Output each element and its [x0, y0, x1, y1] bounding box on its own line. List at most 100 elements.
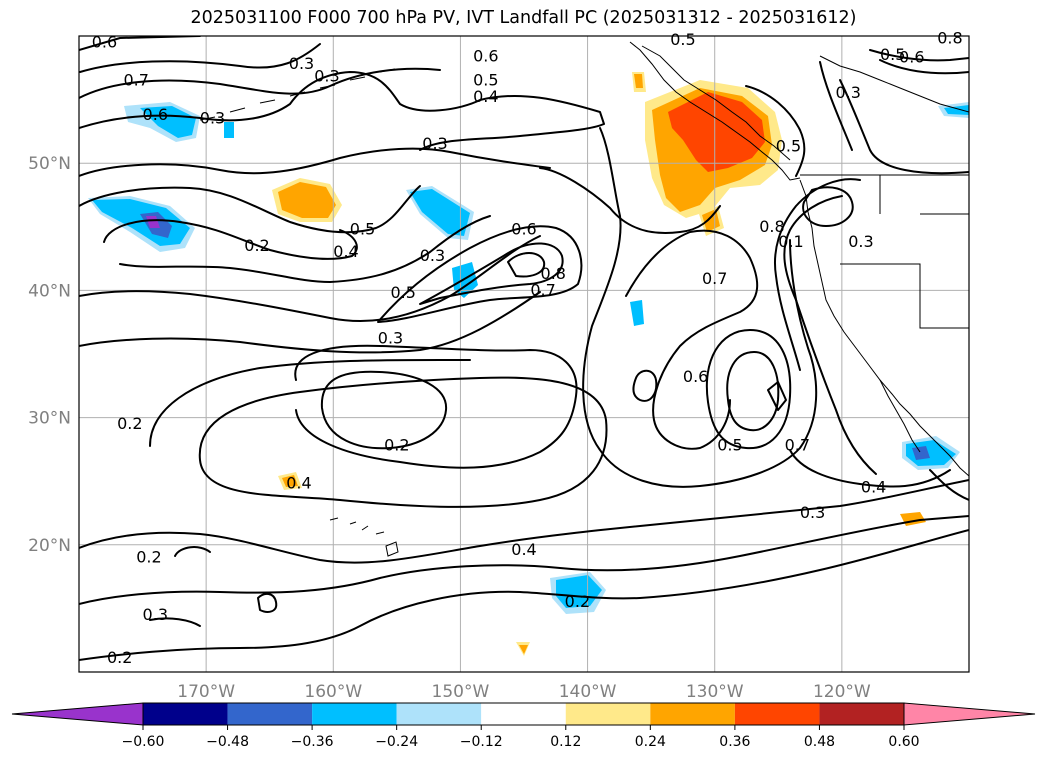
contour-label: 0.5	[473, 71, 498, 90]
contour-label: 0.7	[530, 280, 555, 299]
contour-label: 0.5	[717, 436, 742, 455]
contour-label: 0.1	[778, 232, 803, 251]
map-title: 2025031100 F000 700 hPa PV, IVT Landfall…	[190, 8, 857, 28]
colorbar-segment	[312, 703, 397, 725]
contour-label: 0.3	[378, 329, 403, 348]
contour-east-trough-1	[783, 195, 877, 475]
contour-subtrop-1	[79, 479, 969, 564]
contour-west-band-3	[79, 235, 541, 323]
contour-label: 0.5	[880, 45, 905, 64]
contour-subtrop-2	[79, 515, 969, 605]
colorbar-tick-label: −0.36	[291, 734, 334, 750]
contour-far-north-1	[79, 36, 321, 73]
contour-east-band-south	[789, 449, 951, 488]
contour-subtrop-4	[149, 546, 211, 627]
contour-ne-2	[879, 59, 969, 75]
contour-west-band-4	[79, 291, 541, 354]
contour-middle-ring	[294, 344, 578, 469]
colorbar-extend-min	[11, 702, 144, 726]
contour-label: 0.4	[333, 242, 358, 261]
alaska-panhandle-coast	[629, 41, 801, 181]
contour-inner-08	[507, 252, 546, 278]
contour-label: 0.6	[683, 367, 708, 386]
colorbar-tick-label: 0.36	[719, 734, 750, 750]
colorbar-tick-label: 0.12	[550, 734, 581, 750]
colorbar: −0.60 −0.48 −0.36 −0.24 −0.12 0.12 0.24 0.36 0.4…	[11, 702, 1036, 750]
contour-label: 0.7	[785, 436, 810, 455]
shade-orange-145w	[519, 645, 528, 654]
shade-blue-150w-2	[452, 262, 478, 298]
contour-south-outer-1	[198, 376, 608, 508]
contour-central-trough-1	[582, 127, 818, 488]
contour-west-loop-2	[119, 215, 491, 283]
shade-red-gulf	[668, 92, 765, 172]
contour-east-trough-3	[802, 186, 854, 227]
lon-tick-label: 160°W	[304, 682, 362, 702]
colorbar-tick-label: −0.24	[375, 734, 418, 750]
colorbar-segment	[143, 703, 228, 725]
shade-purple-west	[146, 216, 160, 228]
contour-label: 0.2	[244, 236, 269, 255]
shade-blue-aleutian-2	[224, 122, 234, 138]
contour-central-trough-2	[625, 229, 759, 450]
gridlines	[79, 36, 969, 672]
contour-label: 0.2	[565, 592, 590, 611]
axis-labels: 50°N 40°N 30°N 20°N 170°W 160°W 150°W 140°W 130°…	[28, 154, 871, 702]
contour-north-band-2	[79, 185, 421, 234]
contour-loop-se-mex	[929, 469, 969, 501]
contour-label: 0.8	[541, 264, 566, 283]
contour-east-trough-2	[774, 178, 861, 371]
colorbar-segment	[734, 703, 820, 725]
lon-tick-label: 140°W	[559, 682, 617, 702]
shade-orange-hawaii-nw-2	[282, 475, 298, 487]
contour-label: 0.6	[473, 46, 498, 65]
contour-label: 0.6	[143, 105, 168, 124]
baja-coast	[879, 379, 921, 453]
contour-inner-07	[419, 242, 564, 305]
contour-labels: 0.60.70.6 0.30.30.30.60.50.40.50.50.60.80…	[92, 29, 963, 667]
contour-loop-165w	[257, 592, 278, 613]
lon-tick-label: 130°W	[686, 682, 744, 702]
colorbar-segment	[650, 703, 735, 725]
contour-ne-4	[819, 61, 853, 151]
colorbar-segment	[819, 703, 904, 725]
contour-loop-127w	[705, 329, 792, 450]
contour-label: 0.4	[861, 478, 886, 497]
contour-label: 0.7	[702, 269, 727, 288]
colorbar-segment	[227, 703, 313, 725]
contour-label: 0.2	[107, 648, 132, 667]
contour-north-band-1	[79, 147, 551, 177]
contour-ne-1	[869, 49, 969, 62]
colorbar-tick-label: −0.48	[206, 734, 249, 750]
contour-label: 0.4	[286, 474, 311, 493]
pv-contours	[79, 36, 969, 661]
colorbar-tick-label: 0.48	[804, 734, 835, 750]
colorbar-tick-label: 0.24	[635, 734, 666, 750]
lon-tick-label: 150°W	[432, 682, 490, 702]
lon-tick-label: 120°W	[813, 682, 871, 702]
lon-tick-label: 170°W	[177, 682, 235, 702]
colorbar-tick-label: −0.60	[122, 734, 165, 750]
shade-orange-small-1	[634, 74, 643, 88]
state-border-1	[840, 175, 969, 329]
colorbar-segment	[396, 703, 482, 725]
contour-label: 0.4	[511, 540, 536, 559]
contour-label: 0.3	[314, 67, 339, 86]
contour-label: 0.5	[350, 219, 375, 238]
contour-label: 0.8	[759, 217, 784, 236]
lat-tick-label: 30°N	[28, 409, 71, 429]
contour-subtrop-3	[79, 529, 969, 661]
colorbar-frame	[142, 702, 905, 726]
lat-tick-label: 50°N	[28, 154, 71, 174]
contour-label: 0.3	[289, 54, 314, 73]
shade-blue-137w	[630, 300, 644, 326]
contour-label: 0.3	[835, 83, 860, 102]
contour-inner-06	[377, 225, 583, 323]
colorbar-segment	[565, 703, 651, 725]
contour-label: 0.3	[848, 232, 873, 251]
alaska-coast	[819, 55, 969, 113]
contour-aleutian-1	[79, 67, 441, 99]
contour-label: 0.5	[776, 137, 801, 156]
hawaii-islands	[329, 517, 399, 557]
